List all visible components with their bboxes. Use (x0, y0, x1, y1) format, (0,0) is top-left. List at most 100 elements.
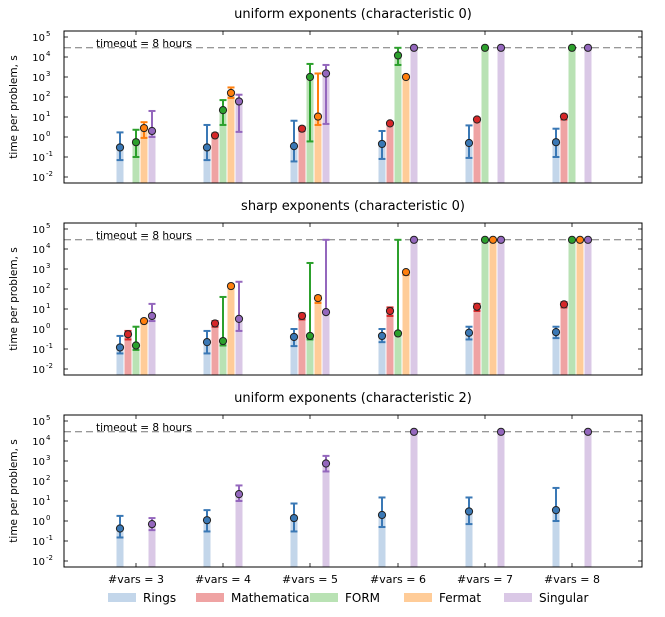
bar (568, 239, 576, 375)
bar (322, 463, 330, 567)
y-tick-exponent: 2 (46, 90, 50, 98)
data-point (202, 143, 212, 152)
bar (378, 335, 386, 375)
data-point (496, 43, 506, 52)
x-tick-label: #vars = 5 (282, 573, 338, 586)
bar (552, 142, 560, 183)
bar (552, 332, 560, 375)
y-tick-exponent: 3 (46, 262, 50, 270)
data-point (488, 235, 498, 244)
data-point (123, 330, 133, 339)
bar (116, 147, 124, 183)
plot-frame (63, 414, 643, 568)
legend-swatch (504, 593, 532, 602)
bar (314, 298, 322, 375)
y-tick-label: 10 (32, 497, 45, 508)
bar (576, 239, 584, 375)
data-point (226, 281, 236, 291)
data-point (377, 510, 387, 520)
bar (235, 494, 243, 567)
bar (314, 116, 322, 183)
y-tick-label: 10 (32, 517, 45, 528)
y-tick-label: 10 (32, 437, 45, 448)
legend-label: Mathematica (231, 591, 309, 605)
bar (584, 431, 592, 567)
bar (394, 55, 402, 183)
bar (203, 342, 211, 375)
y-tick-exponent: 0 (46, 514, 50, 522)
y-tick-exponent: -1 (46, 534, 53, 542)
y-tick-exponent: -2 (46, 170, 53, 178)
bar (148, 130, 156, 183)
y-tick-exponent: 3 (46, 454, 50, 462)
bar (497, 431, 505, 567)
data-point (147, 519, 157, 529)
data-point (401, 267, 411, 277)
bar (560, 304, 568, 375)
data-point (234, 490, 244, 499)
panel-title: uniform exponents (characteristic 2) (234, 391, 472, 406)
y-tick-label: 10 (32, 33, 45, 44)
bar (235, 318, 243, 375)
data-point (313, 294, 323, 303)
data-point (480, 235, 490, 244)
data-point (401, 72, 411, 82)
y-tick-label: 10 (32, 93, 45, 104)
y-axis-label: time per problem, s (8, 439, 20, 542)
x-tick-label: #vars = 8 (544, 573, 600, 586)
bar (473, 306, 481, 375)
data-point (385, 306, 395, 316)
bar (227, 286, 235, 375)
legend-swatch (310, 593, 338, 602)
bar (473, 119, 481, 183)
bar (378, 514, 386, 567)
data-point (115, 143, 125, 152)
data-point (115, 343, 125, 352)
data-point (559, 300, 569, 309)
data-point (393, 51, 403, 60)
y-tick-exponent: 4 (46, 242, 51, 250)
bar (386, 123, 394, 183)
plot-frame (63, 222, 643, 376)
panel-3: uniform exponents (characteristic 2) time… (8, 391, 643, 568)
y-tick-label: 10 (32, 345, 45, 356)
x-tick-label: #vars = 7 (457, 573, 513, 586)
y-tick-label: 10 (32, 133, 45, 144)
y-axis-label: time per problem, s (8, 55, 20, 158)
bar (410, 239, 418, 375)
x-tick-label: #vars = 3 (108, 573, 164, 586)
data-point (567, 43, 577, 52)
bar (410, 431, 418, 567)
x-tick-label: #vars = 6 (370, 573, 426, 586)
y-tick-exponent: 5 (46, 222, 50, 230)
data-point (202, 516, 212, 525)
data-point (147, 311, 157, 321)
data-point (234, 314, 244, 323)
data-point (480, 43, 490, 52)
bar (465, 511, 473, 567)
legend-swatch (404, 593, 432, 602)
data-point (409, 235, 419, 244)
bar (410, 47, 418, 183)
panel-1: uniform exponents (characteristic 0) time… (8, 7, 643, 184)
panel-title: uniform exponents (characteristic 0) (234, 7, 472, 22)
bar (402, 77, 410, 183)
data-point (226, 88, 236, 98)
y-tick-exponent: 4 (46, 50, 51, 58)
legend-swatch (196, 593, 224, 602)
y-tick-label: 10 (32, 325, 45, 336)
bar (290, 518, 298, 567)
data-point (409, 427, 419, 436)
x-tick-label: #vars = 4 (195, 573, 251, 586)
bar (203, 520, 211, 567)
bar (140, 321, 148, 375)
bar (219, 341, 227, 375)
bar (124, 334, 132, 375)
y-tick-exponent: 2 (46, 474, 50, 482)
y-tick-exponent: 0 (46, 322, 50, 330)
data-point (234, 97, 244, 106)
bar (211, 135, 219, 183)
timeout-label: timeout = 8 hours (96, 422, 192, 434)
y-tick-exponent: 2 (46, 282, 50, 290)
bar (290, 146, 298, 183)
